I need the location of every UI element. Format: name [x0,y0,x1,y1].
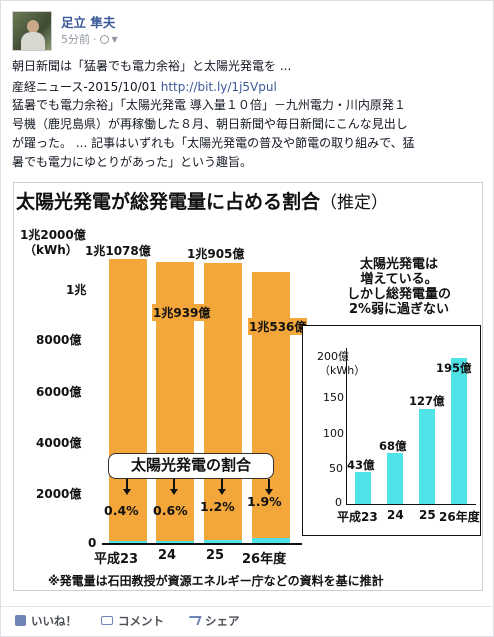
thumbs-up-icon [15,615,26,626]
bar-value-label: 1兆536億 [248,318,308,335]
inset-bar [387,453,403,504]
inset-bar [419,408,435,504]
arrow-down-icon [170,489,178,495]
share-icon [186,616,202,625]
inset-y-axis-unit: （kWh） [319,364,366,377]
x-tick-label: 26年度 [242,552,287,567]
y-tick-label: 4000億 [36,436,82,450]
solar-share-value: 0.6% [153,503,188,518]
inset-bar-value-label: 43億 [347,458,375,472]
solar-share-value: 0.4% [104,503,139,518]
solar-share-segment [252,537,290,543]
chart-title: 太陽光発電が総発電量に占める割合（推定） [16,187,388,214]
solar-share-segment [204,539,242,543]
post-time[interactable]: 5分前 [61,33,90,46]
chart-title-sub: （推定） [320,193,389,213]
solar-share-segment [109,540,147,543]
bar-value-label: 1兆905億 [186,245,246,262]
like-button[interactable]: いいね！ [15,613,77,629]
meta-separator: · [93,32,97,46]
chevron-down-icon[interactable]: ▼ [111,34,118,44]
inset-annotation-line: 増えている。 [360,272,438,287]
inset-bar-value-label: 127億 [409,394,445,408]
post-text-line: 暑でも電力にゆとりがあった」という趣旨。 [12,155,253,169]
arrow-line [268,479,270,489]
bar-value-label: 1兆1078億 [84,242,152,259]
inset-x-tick-label: 25 [419,508,436,522]
inset-y-axis [346,348,347,504]
share-button[interactable]: シェア [186,613,240,629]
chart-footnote: ※発電量は石田教授が資源エネルギー庁などの資料を基に推計 [48,574,384,588]
bar-value-label: 1兆939億 [152,304,212,321]
arrow-down-icon [265,489,273,495]
inset-bar-value-label: 195億 [436,361,472,375]
y-axis-unit: （kWh） [24,243,78,257]
post-source: 産経ニュース-2015/10/01 [12,80,161,94]
arrow-down-icon [218,489,226,495]
post-text-line: 猛暑でも電力余裕」「太陽光発電 導入量１０倍」－九州電力・川内原発１ [12,98,406,112]
x-tick-label: 平成23 [94,552,139,567]
y-tick-label: 0 [88,536,97,550]
solar-share-value: 1.2% [200,499,235,514]
inset-annotation-line: 2%弱に過ぎない [348,302,450,317]
inset-x-tick-label: 平成23 [337,510,378,524]
comment-icon [101,616,113,625]
post-text-line: が躍った。 ... 記事はいずれも「太陽光発電の普及や節電の取り組みで、猛 [12,136,415,150]
y-tick-label: 6000億 [36,385,82,399]
x-tick-label: 24 [158,548,177,563]
inset-x-axis [346,504,476,505]
inset-annotation-line: しかし総発電量の [346,287,451,302]
total-bar [252,272,290,543]
chart-image[interactable]: 太陽光発電が総発電量に占める割合（推定） 1兆2000億 （kWh） 1兆 80… [13,182,483,591]
like-label: いいね！ [31,613,77,628]
post-source-line: 産経ニュース-2015/10/01 http://bit.ly/1j5Vpul [12,78,277,96]
inset-y-tick-label: 0 [335,496,342,509]
solar-share-value: 1.9% [247,494,282,509]
arrow-down-icon [123,489,131,495]
solar-share-label: 太陽光発電の割合 [108,453,274,479]
x-tick-label: 25 [206,548,225,563]
inset-y-tick-label: 50 [329,462,343,475]
inset-annotation-line: 太陽光発電は [359,257,438,272]
x-axis [102,543,302,545]
avatar-head [27,20,39,33]
y-tick-label: 2000億 [36,487,82,501]
solar-share-segment [156,540,194,543]
author-name[interactable]: 足立 隼夫 [61,15,116,30]
arrow-line [221,479,223,489]
chart-title-main: 太陽光発電が総発電量に占める割合 [16,191,321,213]
comment-label: コメント [118,613,164,628]
inset-y-tick-label: 200億 [317,350,349,363]
inset-y-tick-label: 150 [323,391,344,404]
globe-icon[interactable] [99,34,109,44]
arrow-line [173,479,175,489]
total-bar [109,258,147,543]
avatar-body [21,32,45,50]
share-label: シェア [205,613,240,628]
inset-bar [355,471,371,504]
inset-x-tick-label: 26年度 [439,510,480,524]
inset-y-tick-label: 100 [323,427,344,440]
arrow-line [126,479,128,489]
author-avatar[interactable] [12,11,52,51]
inset-annotation: 太陽光発電は 増えている。 しかし総発電量の 2%弱に過ぎない [324,257,474,317]
post-link[interactable]: http://bit.ly/1j5Vpul [160,80,277,94]
post-text-line: 号機（鹿児島県）が再稼働した８月、朝日新聞や毎日新聞にこんな見出し [12,117,408,131]
inset-chart: 200億 （kWh） 150 100 50 0 43億 68億 127億 195… [302,325,481,536]
inset-bar-value-label: 68億 [379,439,407,453]
y-tick-label: 1兆 [66,283,87,297]
inset-bar [451,357,467,504]
y-tick-label: 1兆2000億 [20,228,86,242]
post-actions: いいね！ コメント シェア [1,606,494,634]
inset-x-tick-label: 24 [387,508,404,522]
post-meta: 5分前 · ▼ [61,31,118,47]
comment-button[interactable]: コメント [101,613,164,629]
post-text-line: 朝日新聞は「猛暑でも電力余裕」と太陽光発電を ... [12,59,292,73]
y-tick-label: 8000億 [36,333,82,347]
